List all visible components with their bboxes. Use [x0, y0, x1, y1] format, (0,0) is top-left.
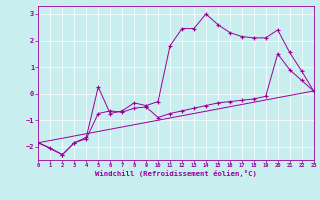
X-axis label: Windchill (Refroidissement éolien,°C): Windchill (Refroidissement éolien,°C)	[95, 170, 257, 177]
